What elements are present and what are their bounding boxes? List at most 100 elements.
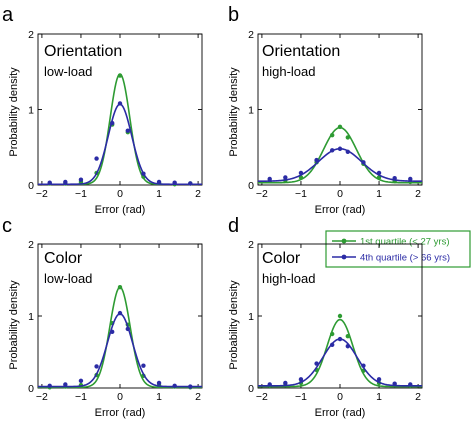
y-axis-label: Probability density: [228, 67, 240, 157]
data-point: [117, 73, 123, 78]
data-point: [337, 146, 343, 151]
y-tick-label: 1: [248, 105, 254, 117]
data-point: [329, 342, 335, 347]
plot-c: −2 −1 0 1 2 0 1 2: [28, 239, 203, 403]
series-1st-quartile: [38, 73, 202, 187]
data-point: [337, 313, 343, 319]
data-point: [47, 180, 52, 185]
data-point: [345, 333, 351, 339]
data-point: [109, 120, 115, 126]
panel-subtitle: high-load: [262, 271, 316, 286]
legend: 1st quartile (< 27 yrs) 4th quartile (> …: [325, 230, 471, 268]
plot-d: −2 −1 0 1 2 0 1 2: [248, 239, 423, 403]
data-point: [361, 363, 366, 368]
series-4th-quartile: [258, 146, 422, 182]
data-point: [337, 124, 343, 130]
data-point: [345, 344, 351, 349]
panel-a: a Orientation low-load Probability densi…: [2, 4, 145, 216]
data-point: [117, 101, 123, 106]
x-tick-label: 2: [415, 188, 421, 200]
y-tick-label: 1: [248, 311, 254, 323]
data-point: [188, 384, 193, 389]
data-point: [156, 179, 162, 185]
x-tick-label: 0: [337, 391, 343, 403]
data-point: [94, 364, 99, 369]
panel-title: Orientation: [262, 43, 340, 60]
data-point: [63, 382, 68, 387]
x-tick-label: 1: [156, 391, 162, 403]
data-point: [172, 180, 177, 185]
panel-subtitle: low-load: [44, 64, 92, 79]
series-fit-line: [38, 103, 202, 186]
y-tick-label: 0: [248, 180, 254, 192]
data-point: [314, 361, 319, 366]
panel-b: b Orientation high-load Probability dens…: [228, 4, 365, 216]
data-point: [283, 380, 288, 386]
data-point: [117, 310, 123, 316]
data-point: [337, 336, 343, 342]
series-1st-quartile: [258, 124, 422, 185]
data-point: [141, 171, 146, 176]
series-fit-line: [258, 338, 422, 387]
x-tick-label: −2: [256, 188, 268, 200]
panel-subtitle: high-load: [262, 64, 316, 79]
data-point: [188, 181, 193, 186]
x-tick-label: −1: [75, 188, 87, 200]
panel-title: Color: [262, 250, 301, 267]
series-1st-quartile: [38, 285, 202, 390]
data-point: [329, 132, 335, 138]
y-tick-label: 0: [248, 383, 254, 395]
series-4th-quartile: [38, 310, 202, 389]
y-tick-label: 1: [28, 105, 34, 117]
x-tick-label: −1: [295, 188, 307, 200]
x-axis-label: Error (rad): [315, 407, 366, 419]
x-axis-label: Error (rad): [95, 407, 146, 419]
plot-a: −2 −1 0 1 2 0 1 2: [28, 29, 203, 200]
panel-letter: c: [2, 215, 12, 237]
data-point: [298, 377, 304, 382]
series-fit-line: [38, 73, 202, 186]
y-tick-label: 0: [28, 180, 34, 192]
plot-b: −2 −1 0 1 2 0 1 2: [248, 29, 423, 200]
data-point: [117, 285, 123, 290]
y-axis-label: Probability density: [8, 280, 20, 370]
data-point: [376, 377, 382, 382]
x-tick-label: −2: [36, 188, 48, 200]
data-point: [63, 179, 68, 185]
x-tick-label: 2: [415, 391, 421, 403]
data-point: [172, 383, 177, 389]
data-point: [283, 175, 288, 180]
x-tick-label: 1: [156, 188, 162, 200]
series-4th-quartile: [38, 101, 202, 186]
data-point: [345, 135, 351, 140]
series-fit-line: [38, 286, 202, 389]
data-point: [109, 329, 115, 335]
x-axis-label: Error (rad): [95, 204, 146, 216]
data-point: [392, 176, 397, 181]
series-fit-line: [258, 147, 422, 182]
x-tick-label: 2: [195, 391, 201, 403]
data-point: [94, 156, 99, 161]
x-tick-label: −2: [36, 391, 48, 403]
panel-letter: a: [2, 4, 14, 26]
y-tick-label: 2: [28, 239, 34, 251]
panel-d: d Color high-load Probability density Er…: [228, 215, 365, 419]
panel-c: c Color low-load Probability density Err…: [2, 215, 145, 419]
data-point: [156, 380, 162, 386]
data-point: [314, 157, 319, 163]
y-tick-label: 2: [248, 29, 254, 41]
data-point: [298, 170, 304, 176]
series-fit-line: [38, 313, 202, 388]
x-axis-label: Error (rad): [315, 204, 366, 216]
data-point: [267, 176, 272, 182]
data-point: [267, 382, 272, 387]
panel-title: Color: [44, 250, 83, 267]
data-point: [408, 382, 413, 387]
panel-title: Orientation: [44, 43, 122, 60]
data-point: [345, 149, 351, 154]
x-tick-label: 0: [117, 391, 123, 403]
y-tick-label: 2: [248, 239, 254, 251]
x-tick-label: 0: [337, 188, 343, 200]
data-point: [125, 128, 131, 133]
